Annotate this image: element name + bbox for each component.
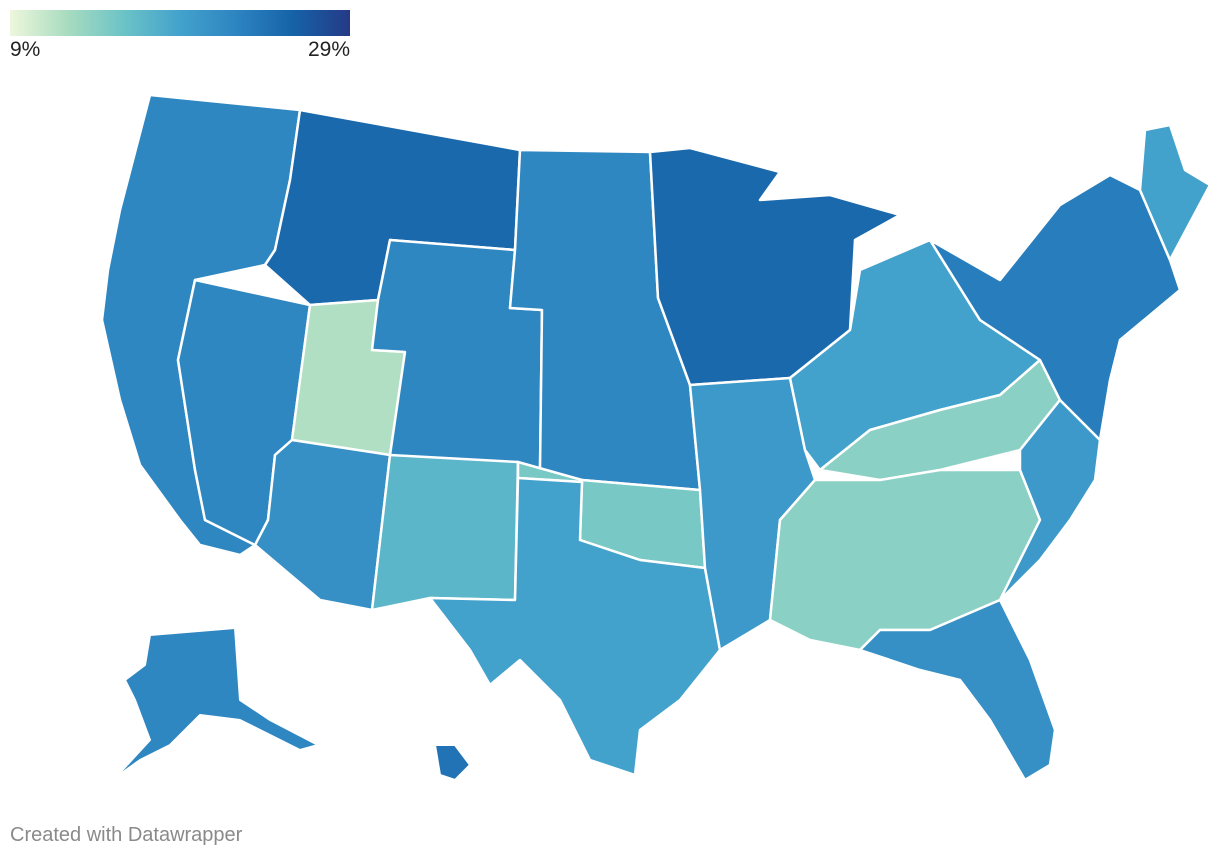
region-texas[interactable] (428, 476, 722, 777)
region-florida[interactable] (858, 598, 1057, 782)
legend-max-label: 29% (307, 38, 350, 61)
color-legend: 9% 29% (10, 10, 350, 66)
region-alaska[interactable] (114, 627, 319, 779)
state-regions (100, 93, 1212, 782)
datawrapper-credit: Created with Datawrapper (10, 824, 243, 846)
legend-min-label: 9% (10, 38, 41, 61)
region-hawaii[interactable] (434, 744, 471, 781)
region-maine[interactable] (1138, 123, 1212, 262)
region-northeast[interactable] (928, 173, 1182, 442)
legend-gradient-bar (10, 10, 350, 36)
region-arizona[interactable] (253, 438, 392, 612)
region-upper-midwest[interactable] (648, 146, 902, 387)
region-new-mexico[interactable] (370, 453, 520, 612)
